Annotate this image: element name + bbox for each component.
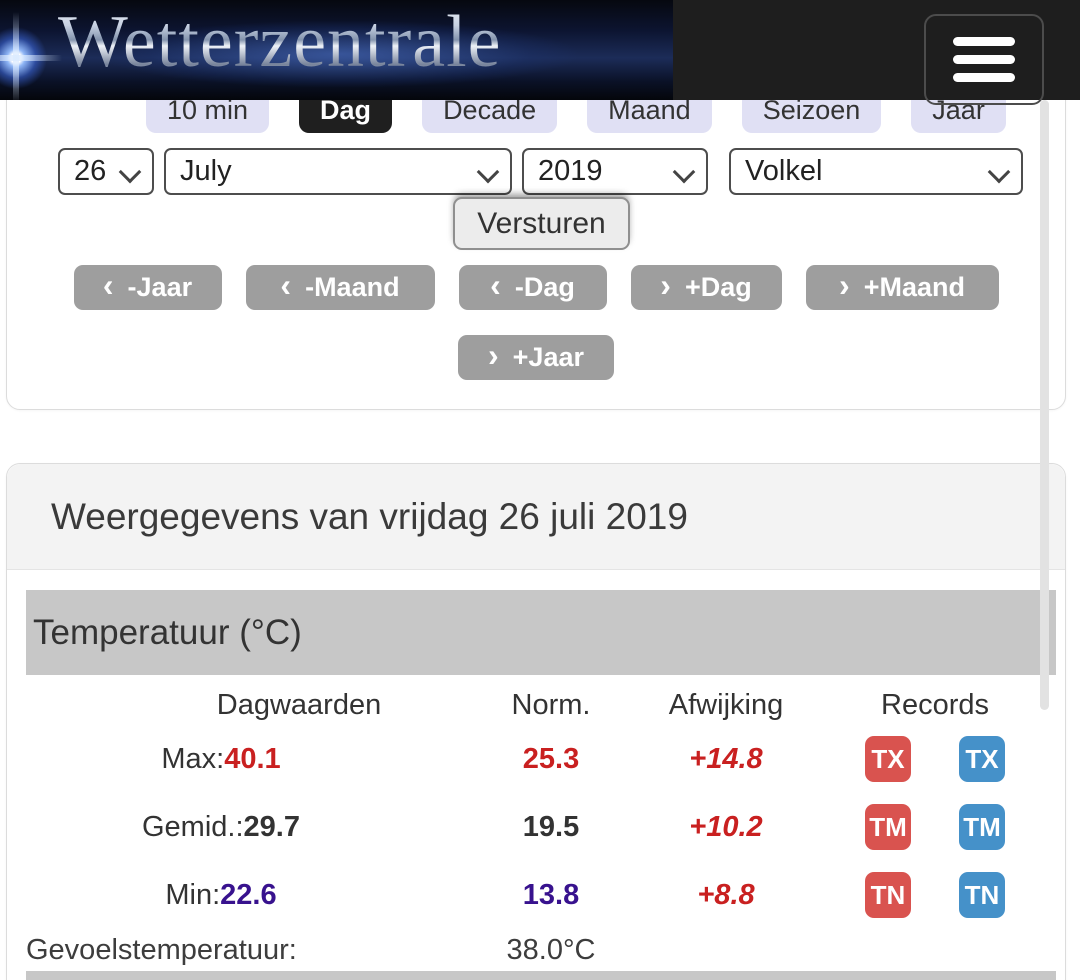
col-header-norm: Norm.: [511, 688, 591, 721]
temperature-section-title: Temperatuur (°C): [33, 612, 302, 652]
month-select[interactable]: July: [164, 148, 512, 195]
prev-day-label: -Dag: [514, 272, 575, 302]
min-norm: 13.8: [522, 878, 580, 911]
col-header-records: Records: [881, 688, 989, 721]
prev-year-button[interactable]: ‹ -Jaar: [73, 265, 222, 310]
app-header: Wetterzentrale: [0, 0, 1080, 105]
scrollbar-thumb[interactable]: [1040, 100, 1049, 710]
max-deviation: +14.8: [689, 742, 763, 775]
prev-month-button[interactable]: ‹ -Maand: [245, 265, 435, 310]
temperature-section-bar: Temperatuur (°C): [26, 590, 1056, 675]
station-select-value: Volkel: [745, 155, 823, 187]
temperature-table: Dagwaarden Norm. Afwijking Records Max: 4…: [26, 685, 1056, 971]
prev-year-label: -Jaar: [127, 272, 193, 302]
weather-card-header: Weergegevens van vrijdag 26 juli 2019: [7, 464, 1065, 570]
hamburger-icon: [953, 73, 1015, 82]
record-badge-tm-national[interactable]: TM: [959, 804, 1005, 850]
chevron-right-icon: ›: [839, 267, 850, 303]
chevron-down-icon: [672, 160, 696, 184]
month-select-value: July: [180, 155, 232, 187]
record-badge-tx-national[interactable]: TX: [959, 736, 1005, 782]
chevron-down-icon: [118, 160, 142, 184]
record-badge-tn-national[interactable]: TN: [959, 872, 1005, 918]
chevron-down-icon: [476, 160, 500, 184]
max-label: Max:: [161, 742, 225, 775]
max-norm: 25.3: [522, 742, 580, 775]
gemid-norm: 19.5: [522, 810, 580, 843]
feels-like-label: Gevoelstemperatuur:: [26, 933, 297, 966]
year-select[interactable]: 2019: [522, 148, 708, 195]
next-year-button[interactable]: › +Jaar: [458, 335, 614, 380]
hamburger-icon: [953, 37, 1015, 46]
chevron-left-icon: ‹: [280, 267, 292, 303]
chevron-right-icon: ›: [660, 267, 671, 303]
weather-card-body: Temperatuur (°C) Dagwaarden Norm. Afwijk…: [7, 570, 1065, 980]
chevron-down-icon: [987, 160, 1011, 184]
min-label: Min:: [165, 878, 221, 911]
day-select[interactable]: 26: [58, 148, 154, 195]
record-badge-tm-station[interactable]: TM: [865, 804, 911, 850]
weather-data-card: Weergegevens van vrijdag 26 juli 2019 Te…: [6, 463, 1066, 980]
next-section-bar: [26, 971, 1056, 980]
feels-like-value: 38.0°C: [506, 933, 596, 966]
hamburger-menu-button[interactable]: [924, 14, 1044, 105]
col-header-afwijking: Afwijking: [668, 688, 784, 721]
table-row-max: Max: 40.1 25.3 +14.8 TX TX: [26, 725, 1056, 793]
record-badge-tn-station[interactable]: TN: [865, 872, 911, 918]
weather-card-title: Weergegevens van vrijdag 26 juli 2019: [51, 495, 688, 537]
gemid-label: Gemid.:: [142, 810, 244, 843]
chevron-left-icon: ‹: [102, 267, 114, 303]
logo-text: Wetterzentrale: [58, 1, 502, 83]
hamburger-icon: [953, 55, 1015, 64]
chevron-right-icon: ›: [488, 337, 499, 373]
min-deviation: +8.8: [697, 878, 755, 911]
gemid-deviation: +10.2: [689, 810, 763, 843]
prev-month-label: -Maand: [305, 272, 400, 302]
col-header-dagwaarden: Dagwaarden: [216, 688, 382, 721]
table-row-min: Min: 22.6 13.8 +8.8 TN TN: [26, 861, 1056, 929]
next-day-button[interactable]: › +Dag: [630, 265, 782, 310]
next-year-label: +Jaar: [512, 342, 584, 372]
min-value: 22.6: [220, 878, 277, 911]
table-header-row: Dagwaarden Norm. Afwijking Records: [26, 685, 1056, 725]
table-row-gemid: Gemid.: 29.7 19.5 +10.2 TM TM: [26, 793, 1056, 861]
day-select-value: 26: [74, 155, 107, 187]
table-row-feels-like: Gevoelstemperatuur: 38.0°C: [26, 929, 1056, 971]
prev-day-button[interactable]: ‹ -Dag: [458, 265, 607, 310]
date-nav-row: ‹ -Jaar ‹ -Maand ‹ -Dag › +Dag › +Maand: [7, 265, 1065, 310]
next-month-label: +Maand: [863, 272, 965, 302]
record-badge-tx-station[interactable]: TX: [865, 736, 911, 782]
gemid-value: 29.7: [243, 810, 300, 843]
chevron-left-icon: ‹: [490, 267, 501, 303]
date-nav-row-2: › +Jaar: [7, 335, 1065, 380]
station-select[interactable]: Volkel: [729, 148, 1023, 195]
year-select-value: 2019: [538, 155, 603, 187]
submit-button[interactable]: Versturen: [453, 197, 630, 250]
max-value: 40.1: [224, 742, 281, 775]
lens-flare-icon: [0, 12, 62, 100]
next-month-button[interactable]: › +Maand: [805, 265, 999, 310]
submit-button-label: Versturen: [477, 206, 606, 240]
next-day-label: +Dag: [684, 272, 752, 302]
wetterzentrale-logo[interactable]: Wetterzentrale: [0, 0, 673, 100]
